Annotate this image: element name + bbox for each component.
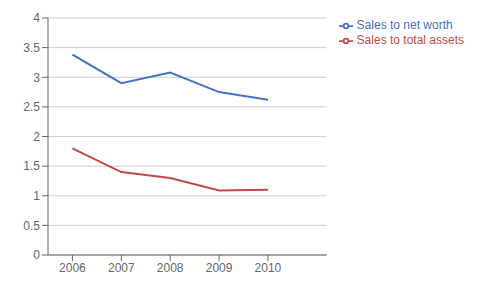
- svg-text:2: 2: [33, 130, 40, 144]
- svg-text:4: 4: [33, 11, 40, 25]
- html-text:Sales to total assets: Sales to total assets: [356, 32, 464, 47]
- svg-text:2006: 2006: [59, 261, 86, 275]
- svg-text:3.5: 3.5: [23, 41, 40, 55]
- svg-text:1: 1: [33, 189, 40, 203]
- svg-text:2008: 2008: [157, 261, 184, 275]
- svg-text:1.5: 1.5: [23, 159, 40, 173]
- svg-text:2.5: 2.5: [23, 100, 40, 114]
- svg-text:0.5: 0.5: [23, 219, 40, 233]
- html-text:Sales to net worth: Sales to net worth: [356, 18, 453, 32]
- svg-text:2010: 2010: [255, 261, 282, 275]
- svg-text:2009: 2009: [206, 261, 233, 275]
- svg-text:0: 0: [33, 248, 40, 262]
- svg-text:3: 3: [33, 71, 40, 85]
- svg-text:2007: 2007: [108, 261, 135, 275]
